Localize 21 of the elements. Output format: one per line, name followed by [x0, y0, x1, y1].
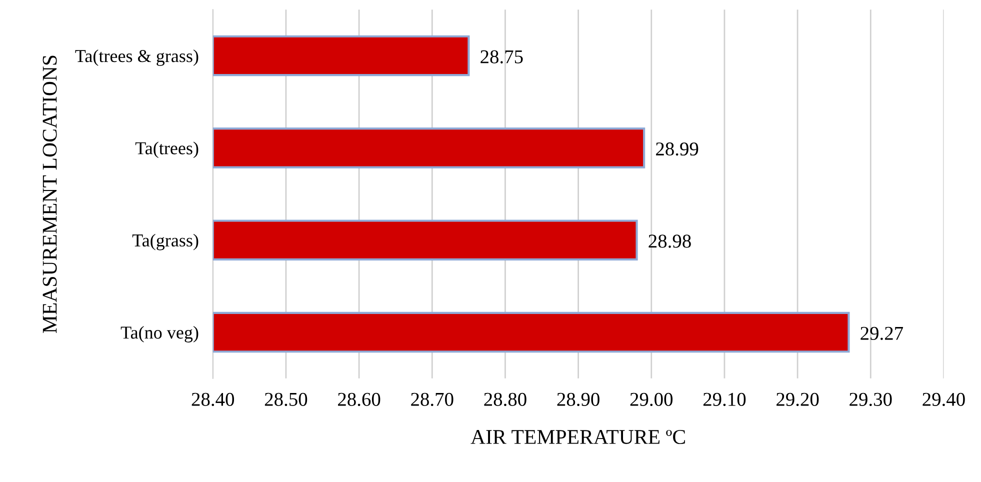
data-label: 29.27 [860, 326, 904, 340]
x-tick-label: 28.90 [557, 392, 600, 406]
x-axis-title: AIR TEMPERATURE ºC [470, 430, 685, 444]
data-label: 28.99 [656, 142, 698, 156]
x-tick-label: 28.40 [192, 392, 234, 406]
x-tick-label: 29.10 [703, 392, 746, 406]
y-tick-label: Ta(trees & grass) [75, 49, 198, 66]
x-tick-label: 28.60 [338, 392, 380, 406]
x-tick-label: 28.70 [411, 392, 454, 406]
x-tick-label: 29.30 [850, 392, 892, 406]
y-tick-label: Ta(no veg) [120, 326, 198, 342]
x-tick-label: 28.80 [484, 392, 526, 406]
y-tick-label: Ta(trees) [135, 142, 198, 158]
y-axis-title: MEASUREMENT LOCATIONS [42, 56, 57, 333]
y-tick-label: Ta(grass) [132, 234, 198, 250]
x-tick-label: 29.20 [776, 392, 819, 406]
data-label: 28.98 [648, 234, 691, 248]
x-tick-label: 28.50 [264, 392, 308, 406]
data-label: 28.75 [480, 50, 523, 64]
x-tick-label: 29.00 [630, 392, 673, 406]
x-tick-label: 29.40 [922, 392, 965, 406]
